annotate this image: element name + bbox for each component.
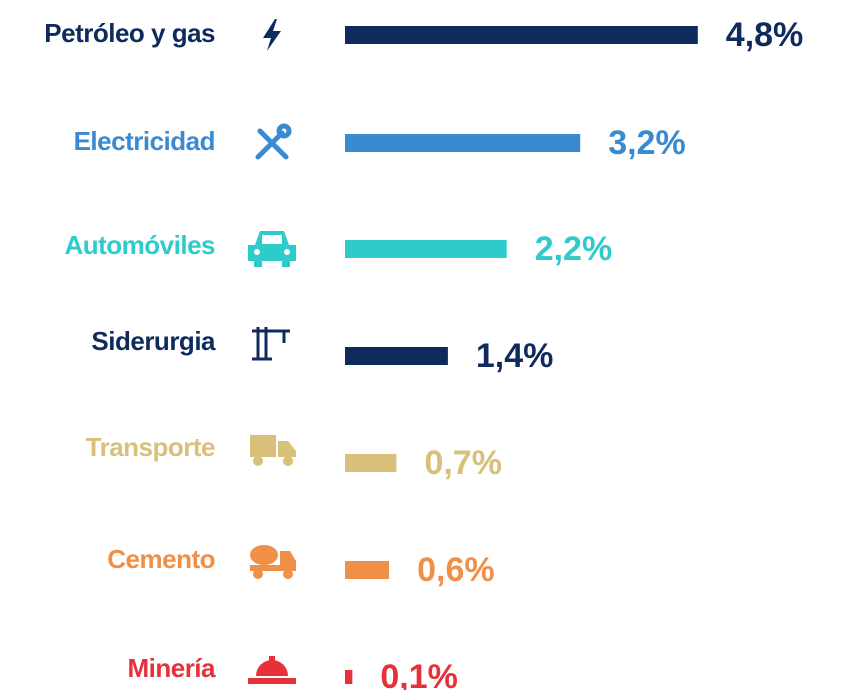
- bar: [345, 134, 581, 152]
- category-label: Petróleo y gas: [44, 18, 215, 48]
- icon-car: [248, 231, 296, 267]
- bar: [345, 561, 390, 579]
- icon-bolt: [263, 19, 281, 51]
- category-label: Cemento: [107, 544, 215, 574]
- bar: [345, 240, 507, 258]
- bar: [345, 347, 448, 365]
- icon-crane: [252, 327, 290, 361]
- icon-mixer: [250, 545, 296, 579]
- category-label: Electricidad: [74, 126, 215, 156]
- category-label: Transporte: [86, 432, 215, 462]
- category-label: Automóviles: [64, 230, 215, 260]
- category-label: Minería: [127, 653, 216, 683]
- value-label: 0,7%: [424, 444, 502, 482]
- value-label: 2,2%: [535, 230, 613, 268]
- value-label: 0,1%: [380, 658, 458, 690]
- icon-helmet: [248, 656, 296, 684]
- bar: [345, 670, 353, 684]
- category-label: Siderurgia: [91, 326, 216, 356]
- icon-tools: [255, 123, 292, 160]
- bar: [345, 454, 397, 472]
- icon-truck: [250, 435, 296, 466]
- value-label: 1,4%: [476, 337, 554, 375]
- value-label: 4,8%: [726, 16, 804, 54]
- value-label: 3,2%: [608, 124, 686, 162]
- value-label: 0,6%: [417, 551, 495, 589]
- bar: [345, 26, 698, 44]
